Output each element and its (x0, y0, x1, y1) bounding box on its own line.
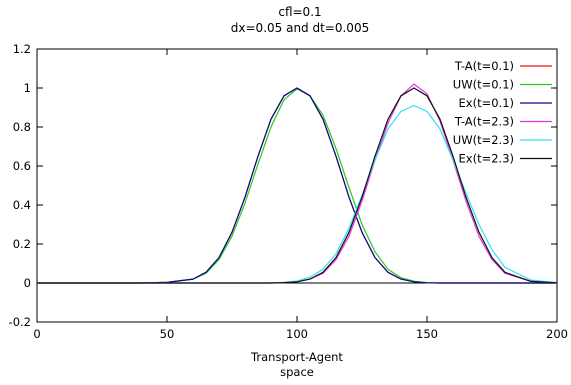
x-tick-label: 200 (546, 327, 568, 341)
series-line-2 (37, 87, 557, 284)
chart-subtitle: dx=0.05 and dt=0.005 (231, 21, 369, 35)
x-tick-label: 0 (33, 327, 40, 341)
series-lines (37, 83, 558, 284)
y-tick-label: 0.2 (13, 237, 31, 251)
y-tick-label: 0 (24, 276, 31, 290)
series-line-5 (37, 87, 558, 284)
y-tick-label: 0.6 (13, 159, 31, 173)
legend-label-2: Ex(t=0.1) (459, 96, 514, 110)
legend-label-0: T-A(t=0.1) (454, 59, 514, 73)
y-tick-label: 0.8 (13, 120, 31, 134)
x-tick-label: 150 (416, 327, 438, 341)
y-tick-label: 0.4 (13, 198, 31, 212)
chart-title: cfl=0.1 (278, 5, 321, 19)
y-tick-label: -0.2 (9, 315, 31, 329)
legend-label-5: Ex(t=2.3) (459, 152, 514, 166)
legend-label-3: T-A(t=2.3) (454, 115, 514, 129)
x-tick-label: 50 (160, 327, 175, 341)
x-axis-label-line2: space (280, 365, 314, 379)
legend-label-1: UW(t=0.1) (453, 78, 514, 92)
y-tick-label: 1.2 (13, 42, 31, 56)
legend-label-4: UW(t=2.3) (453, 133, 514, 147)
x-tick-label: 100 (286, 327, 308, 341)
y-tick-label: 1 (24, 81, 31, 95)
ticks: 0 50 100 150 200-0.200.20.40.60.811.2 (9, 42, 568, 341)
legend: T-A(t=0.1) UW(t=0.1) Ex(t=0.1) T-A(t=2.3) UW… (453, 59, 552, 166)
x-axis-label: Transport-Agent (250, 350, 343, 364)
